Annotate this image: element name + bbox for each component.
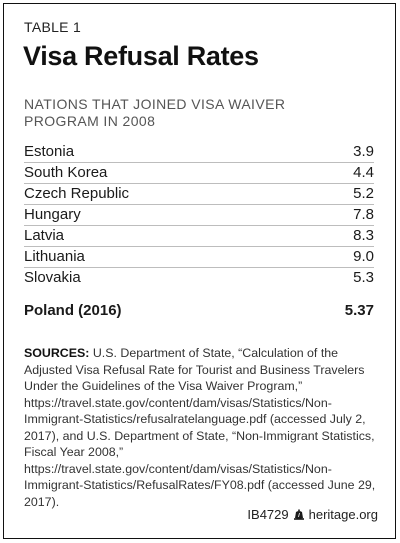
- sources-note: SOURCES: U.S. Department of State, “Calc…: [24, 345, 378, 510]
- country-name: South Korea: [24, 164, 108, 181]
- summary-country: Poland (2016): [24, 302, 122, 319]
- refusal-rate: 5.3: [353, 269, 374, 286]
- summary-rate: 5.37: [344, 302, 374, 319]
- table-number-label: TABLE 1: [24, 19, 82, 35]
- publication-id: IB4729: [247, 507, 289, 522]
- table-subtitle: NATIONS THAT JOINED VISA WAIVER PROGRAM …: [24, 96, 286, 129]
- site-name: heritage.org: [308, 507, 378, 522]
- refusal-rate: 4.4: [353, 164, 374, 181]
- table-row: Czech Republic 5.2: [24, 184, 374, 205]
- refusal-rate: 9.0: [353, 248, 374, 265]
- country-name: Hungary: [24, 206, 81, 223]
- country-name: Slovakia: [24, 269, 81, 286]
- table-row: South Korea 4.4: [24, 163, 374, 184]
- refusal-rate: 3.9: [353, 143, 374, 160]
- liberty-bell-icon: [293, 509, 304, 520]
- table-row: Slovakia 5.3: [24, 268, 374, 288]
- country-name: Latvia: [24, 227, 65, 244]
- country-name: Lithuania: [24, 248, 85, 265]
- refusal-rate: 7.8: [353, 206, 374, 223]
- country-name: Estonia: [24, 143, 75, 160]
- refusal-rate: 8.3: [353, 227, 374, 244]
- table-row: Latvia 8.3: [24, 226, 374, 247]
- country-name: Czech Republic: [24, 185, 130, 202]
- data-table: Estonia 3.9 South Korea 4.4 Czech Republ…: [24, 142, 374, 288]
- table-row: Hungary 7.8: [24, 205, 374, 226]
- sources-label: SOURCES:: [24, 346, 90, 360]
- table-row: Lithuania 9.0: [24, 247, 374, 268]
- table-frame: [3, 3, 396, 539]
- refusal-rate: 5.2: [353, 185, 374, 202]
- sources-text: U.S. Department of State, “Calculation o…: [24, 346, 376, 509]
- footer-credit: IB4729 heritage.org: [247, 507, 378, 522]
- summary-row: Poland (2016) 5.37: [24, 300, 374, 322]
- table-title: Visa Refusal Rates: [23, 41, 259, 71]
- table-row: Estonia 3.9: [24, 142, 374, 163]
